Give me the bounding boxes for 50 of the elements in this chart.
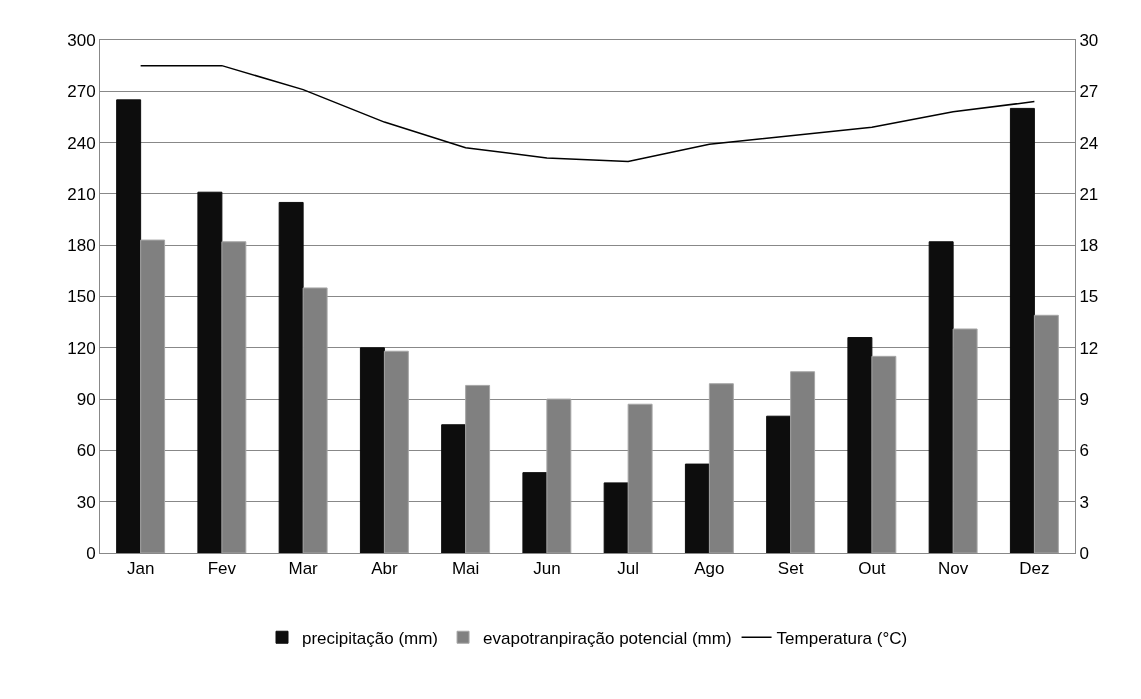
- legend-label: precipitação (mm): [302, 628, 439, 648]
- y2-tick-label: 9: [1079, 390, 1089, 410]
- y-tick-label: 60: [76, 441, 96, 461]
- y-tick-label: 240: [67, 133, 96, 153]
- y2-tick-label: 3: [1079, 492, 1089, 512]
- y-tick-label: 270: [67, 82, 96, 102]
- y-tick-label: 30: [76, 492, 96, 512]
- y2-tick-label: 21: [1079, 184, 1099, 204]
- x-tick-label: Mar: [288, 559, 319, 579]
- y-tick-label: 300: [67, 30, 96, 50]
- y-tick-label: 0: [86, 543, 96, 563]
- line-series: [139, 64, 1036, 163]
- x-tick-label: Nov: [938, 559, 969, 579]
- bar: [359, 347, 385, 553]
- x-tick-label: Abr: [371, 559, 398, 579]
- bar: [928, 241, 954, 553]
- y2-tick-label: 18: [1079, 236, 1099, 256]
- y-tick-label: 120: [67, 338, 96, 358]
- y-tick-label: 150: [67, 287, 96, 307]
- bar: [1009, 107, 1035, 553]
- x-tick-label: Dez: [1019, 559, 1050, 579]
- x-tick-label: Jul: [617, 559, 639, 579]
- y2-tick-label: 27: [1079, 82, 1099, 102]
- y2-tick-label: 12: [1079, 338, 1099, 358]
- y2-tick-label: 6: [1079, 441, 1089, 461]
- bar: [684, 463, 710, 553]
- y-tick-label: 90: [76, 390, 96, 410]
- x-tick-label: Set: [777, 559, 804, 579]
- bar: [197, 191, 223, 553]
- y-tick-label: 180: [67, 236, 96, 256]
- x-tick-label: Out: [858, 559, 886, 579]
- bar: [278, 201, 304, 553]
- x-tick-label: Ago: [694, 559, 725, 579]
- y2-tick-label: 0: [1079, 543, 1089, 563]
- bar: [441, 424, 467, 553]
- y2-tick-label: 24: [1079, 133, 1099, 153]
- x-tick-label: Jan: [126, 559, 155, 579]
- y2-tick-label: 15: [1079, 287, 1099, 307]
- legend-label: evapotranpiração potencial (mm): [483, 628, 732, 648]
- y-tick-label: 210: [67, 184, 96, 204]
- bar: [116, 99, 142, 553]
- x-tick-label: Mai: [451, 559, 480, 579]
- y2-tick-label: 30: [1079, 30, 1099, 50]
- x-tick-label: Fev: [207, 559, 237, 579]
- bar: [603, 482, 629, 553]
- bar: [766, 415, 792, 553]
- legend-label: Temperatura (°C): [776, 628, 908, 648]
- x-tick-label: Jun: [533, 559, 561, 579]
- bar: [847, 337, 873, 553]
- bar: [522, 472, 548, 553]
